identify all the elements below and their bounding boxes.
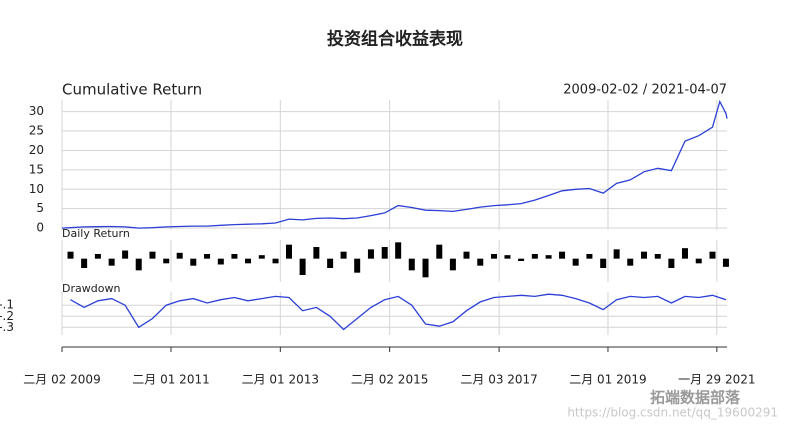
y-tick-label: -.1 — [0, 298, 14, 312]
bar — [176, 252, 183, 259]
y-tick-label: 25 — [29, 124, 44, 138]
x-tick-label: 二月 02 2009 — [23, 373, 100, 387]
bar — [722, 258, 729, 267]
bar — [641, 251, 648, 259]
bar — [436, 244, 443, 259]
bar — [286, 244, 293, 259]
watermark-brand: 拓端数据部落 — [650, 389, 741, 407]
series-line — [70, 293, 727, 331]
bar — [600, 258, 607, 268]
x-tick-label: 二月 01 2013 — [242, 373, 319, 387]
bar — [190, 258, 197, 266]
bar — [477, 258, 484, 266]
watermark-url: https://blog.csdn.net/qq_19600291 — [567, 406, 778, 420]
bar — [422, 258, 429, 278]
bar — [518, 258, 525, 261]
y-tick-label: 15 — [29, 162, 44, 176]
chart-title: Cumulative Return — [62, 81, 202, 99]
bar — [149, 251, 156, 259]
bar — [81, 258, 88, 268]
bar — [449, 258, 456, 271]
panel-title: Drawdown — [62, 282, 120, 295]
panel-title: Daily Return — [62, 227, 130, 240]
y-tick-label: -.2 — [0, 309, 14, 323]
bar — [627, 258, 634, 266]
x-tick-label: 二月 01 2011 — [132, 373, 209, 387]
bar — [272, 258, 279, 264]
bar — [135, 258, 142, 271]
x-tick-label: 一月 29 2021 — [678, 373, 755, 387]
bar — [709, 251, 716, 259]
y-tick-label: 20 — [29, 143, 44, 157]
bar — [559, 251, 566, 259]
bar — [299, 258, 306, 275]
y-tick-label: 10 — [29, 182, 44, 196]
y-tick-label: 5 — [36, 201, 44, 215]
bar — [340, 251, 347, 259]
bar — [67, 251, 74, 259]
x-tick-label: 二月 03 2017 — [460, 373, 537, 387]
bar — [681, 248, 688, 259]
bar — [204, 254, 211, 259]
bar — [572, 258, 579, 266]
bar — [313, 247, 320, 259]
bar — [654, 254, 661, 259]
y-tick-label: -.3 — [0, 320, 14, 334]
date-range: 2009-02-02 / 2021-04-07 — [563, 83, 727, 98]
bar — [408, 258, 415, 271]
bar — [504, 255, 511, 259]
bar — [586, 254, 593, 259]
bar — [108, 258, 115, 266]
bar — [463, 251, 470, 259]
bar — [122, 250, 129, 259]
bar — [531, 254, 538, 259]
bar — [163, 258, 170, 264]
y-tick-label: 0 — [36, 221, 44, 235]
x-tick-label: 二月 02 2015 — [351, 373, 428, 387]
bar — [245, 258, 252, 264]
bar — [327, 258, 334, 268]
bar — [381, 247, 388, 259]
bar — [367, 249, 374, 259]
page-title: 投资组合收益表现 — [327, 29, 463, 50]
bar — [695, 258, 702, 264]
bar — [258, 255, 265, 259]
bar — [491, 254, 498, 259]
bar — [545, 255, 552, 259]
y-tick-label: 30 — [29, 104, 44, 118]
x-tick-label: 二月 01 2019 — [569, 373, 646, 387]
bar — [217, 258, 224, 265]
bar — [668, 258, 675, 268]
bar — [395, 242, 402, 259]
bar — [231, 254, 238, 259]
bar — [613, 249, 620, 259]
series-line — [61, 99, 728, 229]
bar — [354, 258, 361, 273]
bar — [94, 254, 101, 259]
